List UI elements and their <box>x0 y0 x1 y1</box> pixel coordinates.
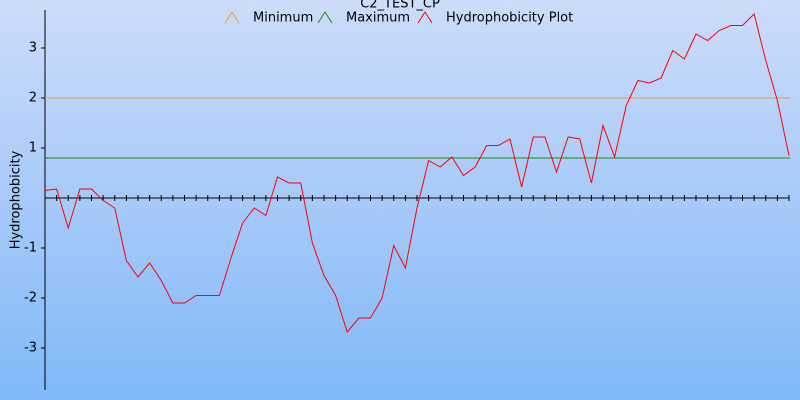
chart-title: C2_TEST_CP <box>360 0 440 12</box>
data-line <box>44 13 790 334</box>
legend-icon <box>317 11 333 24</box>
legend-icon <box>417 11 433 24</box>
y-tick-label: -3 <box>24 341 37 356</box>
legend-label: Minimum <box>253 11 313 26</box>
legend-label: Maximum <box>346 11 410 26</box>
y-tick-label: 2 <box>29 91 37 106</box>
legend-label: Hydrophobicity Plot <box>446 11 573 26</box>
legend-icon <box>224 11 240 24</box>
y-tick-label: -1 <box>24 241 37 256</box>
y-axis-label: Hydrophobicity <box>9 150 24 249</box>
y-tick-label: 3 <box>29 41 37 56</box>
y-tick-label: -2 <box>24 291 37 306</box>
y-tick-label: 1 <box>29 141 37 156</box>
